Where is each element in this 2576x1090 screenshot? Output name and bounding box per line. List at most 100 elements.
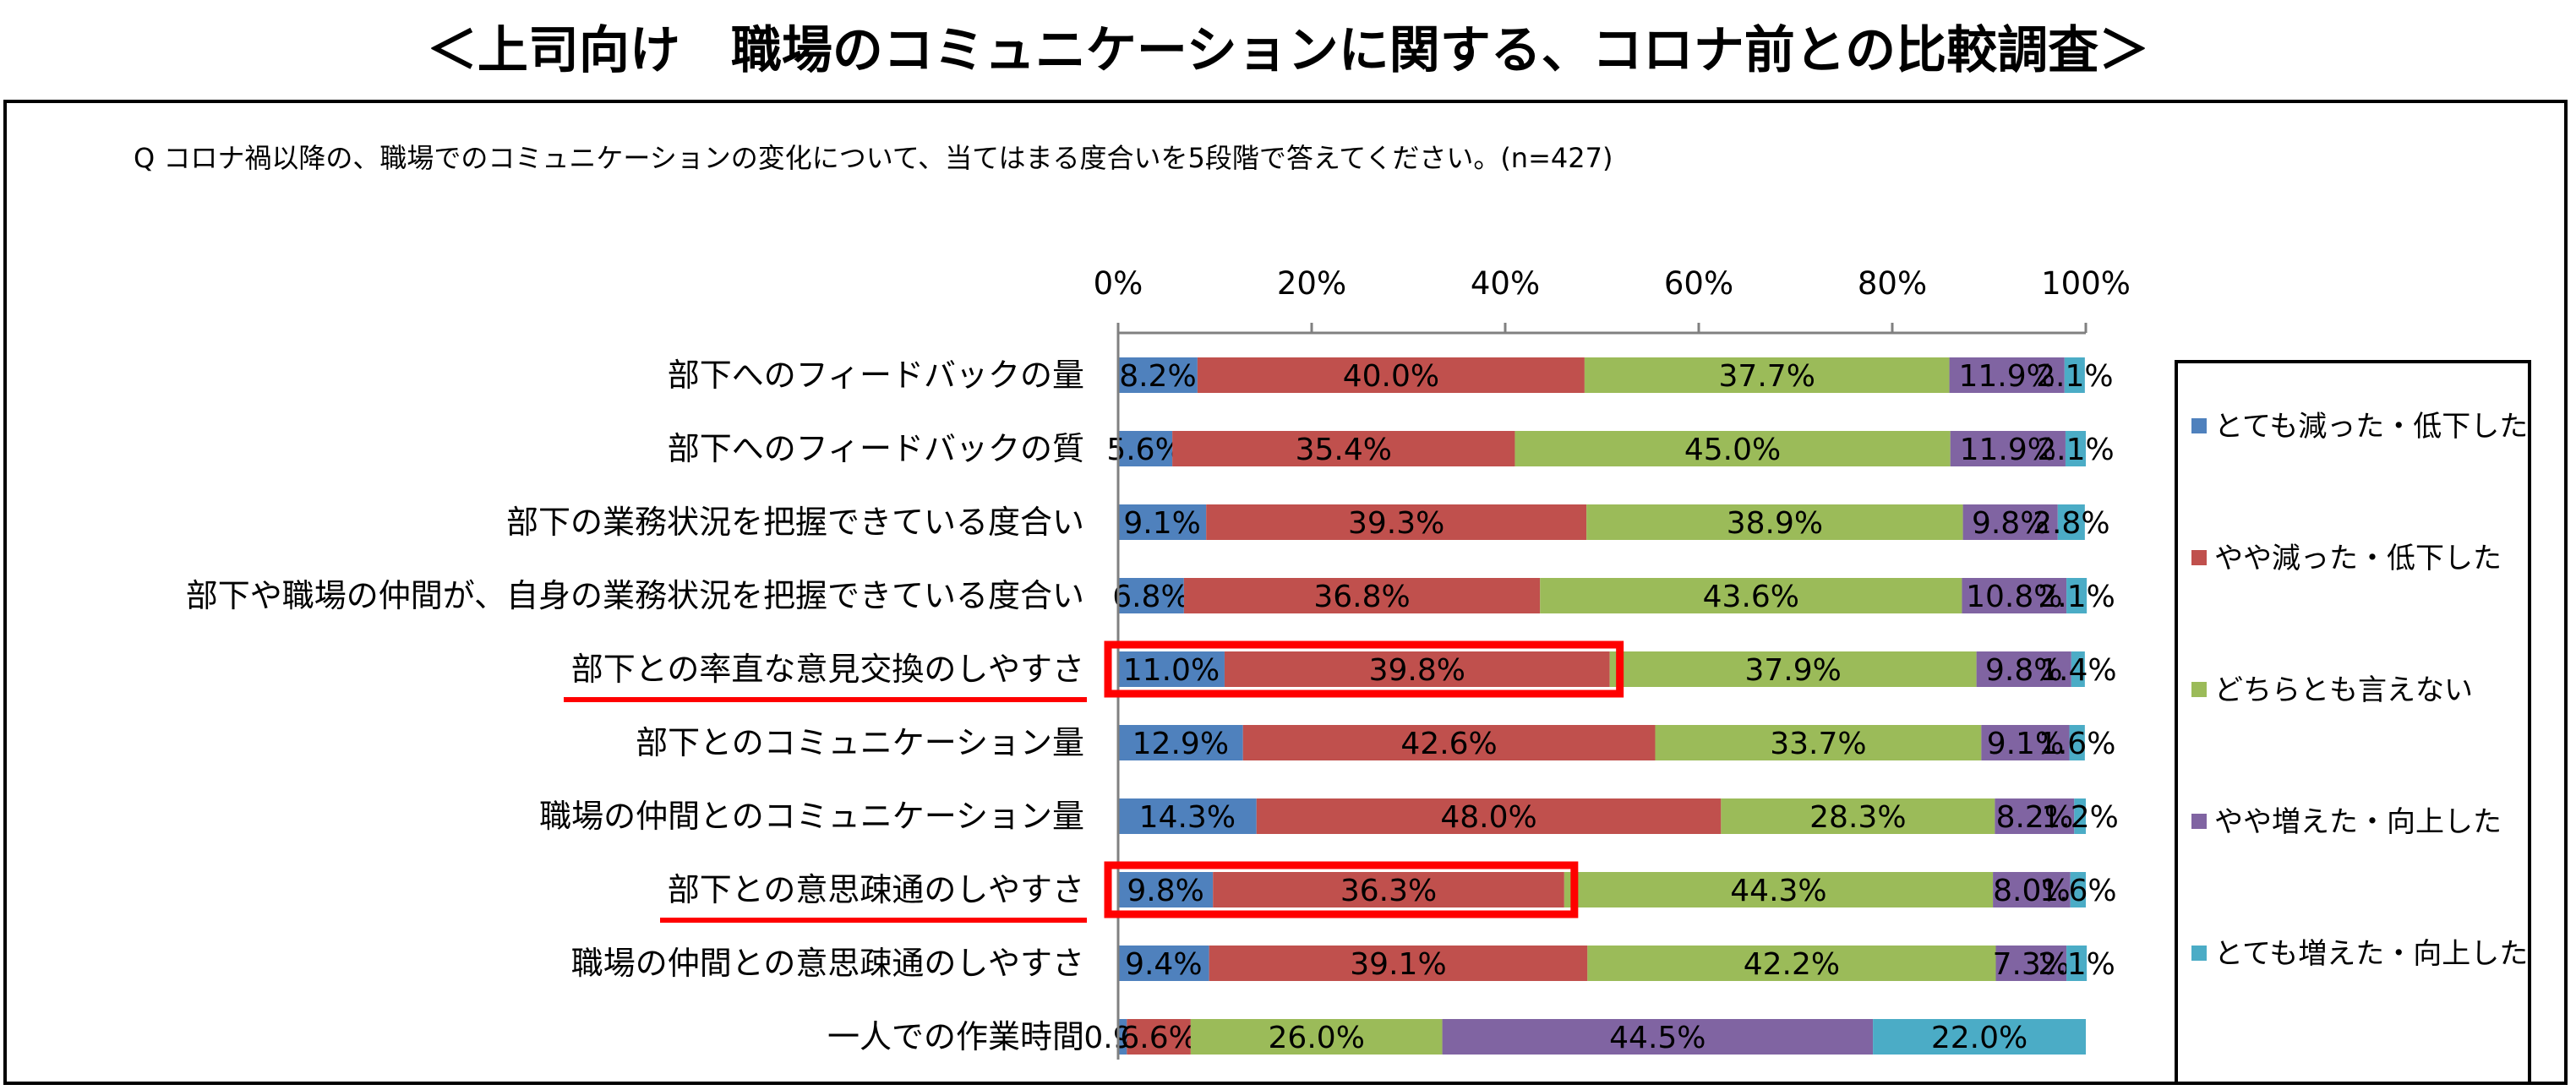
bar-segment bbox=[1587, 946, 1996, 981]
data-label: 8.2% bbox=[1119, 359, 1196, 394]
data-label: 9.8% bbox=[1127, 874, 1203, 908]
data-label: 2.1% bbox=[2038, 580, 2115, 614]
data-label: 42.6% bbox=[1400, 727, 1497, 761]
data-label: 11.9% bbox=[1960, 433, 2056, 467]
bar-segment bbox=[2065, 431, 2086, 466]
bar-segment bbox=[1242, 725, 1656, 760]
legend-label: どちらとも言えない bbox=[2214, 673, 2473, 707]
bar-segment bbox=[1118, 357, 1198, 393]
bar-segment bbox=[1873, 1019, 2086, 1055]
data-label: 36.3% bbox=[1340, 874, 1437, 908]
legend-label: とても減った・低下した bbox=[2214, 410, 2528, 444]
data-label: 33.7% bbox=[1770, 727, 1866, 761]
data-label: 39.3% bbox=[1348, 506, 1444, 541]
data-label: 7.3% bbox=[1993, 947, 2070, 982]
legend-label: とても増えた・向上した bbox=[2214, 937, 2528, 971]
data-label: 11.9% bbox=[1958, 359, 2055, 394]
data-label: 5.6% bbox=[1106, 433, 1183, 467]
x-tick-label: 20% bbox=[1277, 265, 1346, 302]
x-tick-label: 60% bbox=[1664, 265, 1733, 302]
category-label: 部下との意思疎通のしやすさ bbox=[668, 871, 1084, 908]
legend-label: やや減った・低下した bbox=[2214, 542, 2502, 575]
bar-segment bbox=[1514, 431, 1951, 466]
data-label: 28.3% bbox=[1809, 800, 1906, 835]
x-tick-label: 80% bbox=[1858, 265, 1927, 302]
x-tick-label: 100% bbox=[2041, 265, 2131, 302]
x-tick-label: 0% bbox=[1094, 265, 1143, 302]
bar-segment bbox=[1586, 504, 1963, 540]
bar-segment bbox=[1949, 357, 2065, 393]
bar-segment bbox=[1206, 504, 1587, 540]
data-label: 6.6% bbox=[1120, 1021, 1197, 1055]
bar-segment bbox=[1183, 578, 1541, 613]
data-label: 37.7% bbox=[1719, 359, 1815, 394]
category-label: 職場の仲間とのコミュニケーション量 bbox=[539, 798, 1084, 835]
bar-segment bbox=[1962, 504, 2058, 540]
data-label: 11.0% bbox=[1123, 653, 1220, 688]
bar-segment bbox=[2069, 725, 2085, 760]
data-label: 9.8% bbox=[1985, 653, 2062, 688]
bar-segment bbox=[1172, 431, 1515, 466]
legend-swatch bbox=[2191, 814, 2207, 829]
data-label: 14.3% bbox=[1139, 800, 1236, 835]
bar-segment bbox=[2057, 504, 2085, 540]
legend-box bbox=[2175, 360, 2531, 1082]
data-label: 26.0% bbox=[1269, 1021, 1365, 1055]
data-label: 40.0% bbox=[1343, 359, 1439, 394]
legend-swatch bbox=[2191, 946, 2207, 961]
data-label: 12.9% bbox=[1132, 727, 1229, 761]
data-label: 48.0% bbox=[1440, 800, 1536, 835]
bar-segment bbox=[1442, 1019, 1874, 1055]
bar-segment bbox=[1209, 946, 1588, 981]
bar-segment bbox=[1118, 504, 1207, 540]
bar-segment bbox=[2066, 578, 2088, 613]
data-label: 1.4% bbox=[2039, 653, 2116, 688]
bar-segment bbox=[1118, 1019, 1127, 1055]
highlight-box bbox=[1104, 861, 1579, 918]
bar-segment bbox=[2066, 946, 2088, 981]
data-label: 1.6% bbox=[2039, 874, 2116, 908]
bar-segment bbox=[1564, 872, 1994, 907]
bar-segment bbox=[1256, 798, 1722, 834]
data-label: 1.6% bbox=[2038, 727, 2115, 761]
legend-swatch bbox=[2191, 550, 2207, 565]
bar-segment bbox=[1976, 651, 2071, 687]
data-label: 9.8% bbox=[1972, 506, 2049, 541]
bar-segment bbox=[1118, 946, 1209, 981]
bar-segment bbox=[2070, 872, 2086, 907]
data-label: 2.8% bbox=[2033, 506, 2109, 541]
bar-segment bbox=[1118, 725, 1243, 760]
chart-frame: Q コロナ禍以降の、職場でのコミュニケーションの変化について、当てはまる度合いを… bbox=[3, 100, 2568, 1085]
data-label: 9.4% bbox=[1125, 947, 1202, 982]
survey-question: Q コロナ禍以降の、職場でのコミュニケーションの変化について、当てはまる度合いを… bbox=[134, 142, 1613, 174]
data-label: 2.1% bbox=[2037, 433, 2114, 467]
bar-segment bbox=[1950, 431, 2066, 466]
data-label: 9.1% bbox=[1123, 506, 1200, 541]
bar-segment bbox=[1721, 798, 1995, 834]
category-label: 部下とのコミュニケーション量 bbox=[636, 724, 1084, 761]
data-label: 44.5% bbox=[1609, 1021, 1706, 1055]
bar-segment bbox=[1118, 798, 1257, 834]
highlight-box bbox=[1104, 640, 1624, 698]
legend-swatch bbox=[2191, 682, 2207, 697]
data-label: 8.0% bbox=[1993, 874, 2070, 908]
bar-segment bbox=[1118, 578, 1184, 613]
category-label: 一人での作業時間 bbox=[827, 1018, 1084, 1055]
bar-segment bbox=[1118, 431, 1173, 466]
data-label: 35.4% bbox=[1296, 433, 1392, 467]
bar-segment bbox=[1540, 578, 1962, 613]
bar-segment bbox=[1118, 651, 1225, 687]
legend-swatch bbox=[2191, 418, 2207, 433]
data-label: 43.6% bbox=[1703, 580, 1799, 614]
category-label: 部下の業務状況を把握できている度合い bbox=[506, 504, 1084, 541]
data-label: 42.2% bbox=[1744, 947, 1840, 982]
data-label: 9.1% bbox=[1987, 727, 2064, 761]
category-label: 職場の仲間との意思疎通のしやすさ bbox=[571, 945, 1084, 982]
x-tick-label: 40% bbox=[1471, 265, 1540, 302]
bar-segment bbox=[1655, 725, 1982, 760]
bar-segment bbox=[1995, 798, 2075, 834]
bar-segment bbox=[2064, 357, 2085, 393]
data-label: 2.1% bbox=[2036, 359, 2113, 394]
bar-segment bbox=[1190, 1019, 1443, 1055]
bar-segment bbox=[1118, 872, 1214, 907]
